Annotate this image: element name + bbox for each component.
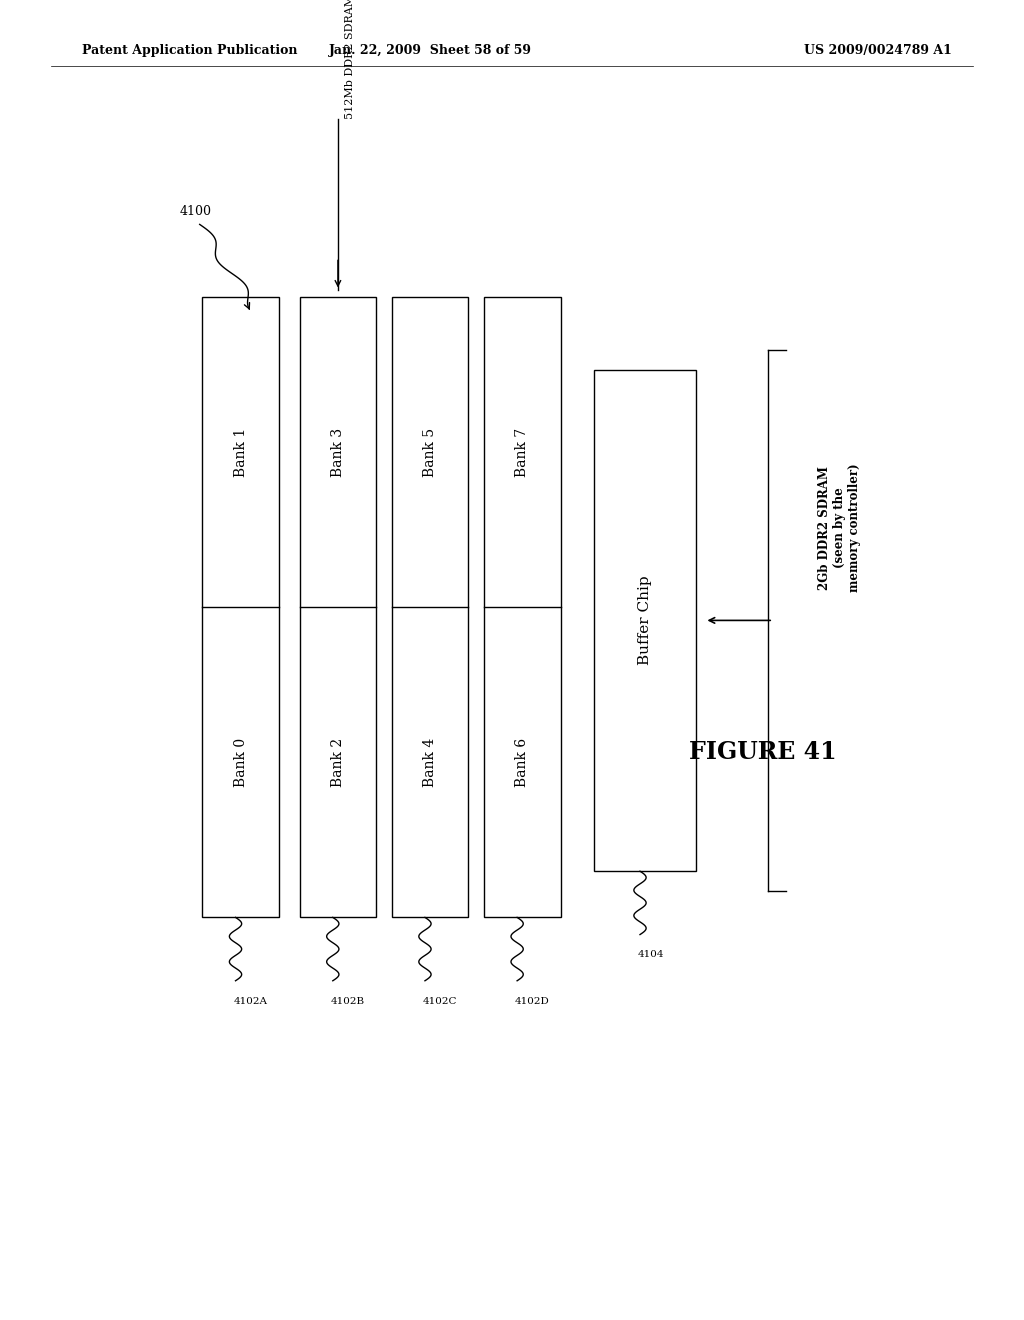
Text: Bank 2: Bank 2 bbox=[331, 738, 345, 787]
Text: Bank 3: Bank 3 bbox=[331, 428, 345, 477]
Text: Bank 1: Bank 1 bbox=[233, 428, 248, 477]
Text: Bank 4: Bank 4 bbox=[423, 738, 437, 787]
Text: Jan. 22, 2009  Sheet 58 of 59: Jan. 22, 2009 Sheet 58 of 59 bbox=[329, 44, 531, 57]
Text: 4104: 4104 bbox=[638, 950, 665, 960]
Text: 512Mb DDR2 SDRAM: 512Mb DDR2 SDRAM bbox=[345, 0, 355, 119]
Text: 4102B: 4102B bbox=[331, 997, 365, 1006]
Bar bbox=[594, 370, 696, 871]
Text: 2Gb DDR2 SDRAM
(seen by the
memory controller): 2Gb DDR2 SDRAM (seen by the memory contr… bbox=[818, 463, 861, 593]
Text: Patent Application Publication: Patent Application Publication bbox=[82, 44, 297, 57]
Text: Bank 5: Bank 5 bbox=[423, 428, 437, 477]
Text: US 2009/0024789 A1: US 2009/0024789 A1 bbox=[805, 44, 952, 57]
Bar bbox=[391, 297, 469, 917]
Text: 4102C: 4102C bbox=[423, 997, 458, 1006]
Bar bbox=[484, 297, 561, 917]
Text: Bank 0: Bank 0 bbox=[233, 738, 248, 787]
Text: 4102D: 4102D bbox=[515, 997, 550, 1006]
Text: Bank 7: Bank 7 bbox=[515, 428, 529, 477]
Text: 4102A: 4102A bbox=[233, 997, 267, 1006]
Bar bbox=[300, 297, 377, 917]
Text: Buffer Chip: Buffer Chip bbox=[638, 576, 652, 665]
Text: 4100: 4100 bbox=[179, 205, 211, 218]
Bar bbox=[202, 297, 279, 917]
Text: FIGURE 41: FIGURE 41 bbox=[689, 741, 837, 764]
Text: Bank 6: Bank 6 bbox=[515, 738, 529, 787]
